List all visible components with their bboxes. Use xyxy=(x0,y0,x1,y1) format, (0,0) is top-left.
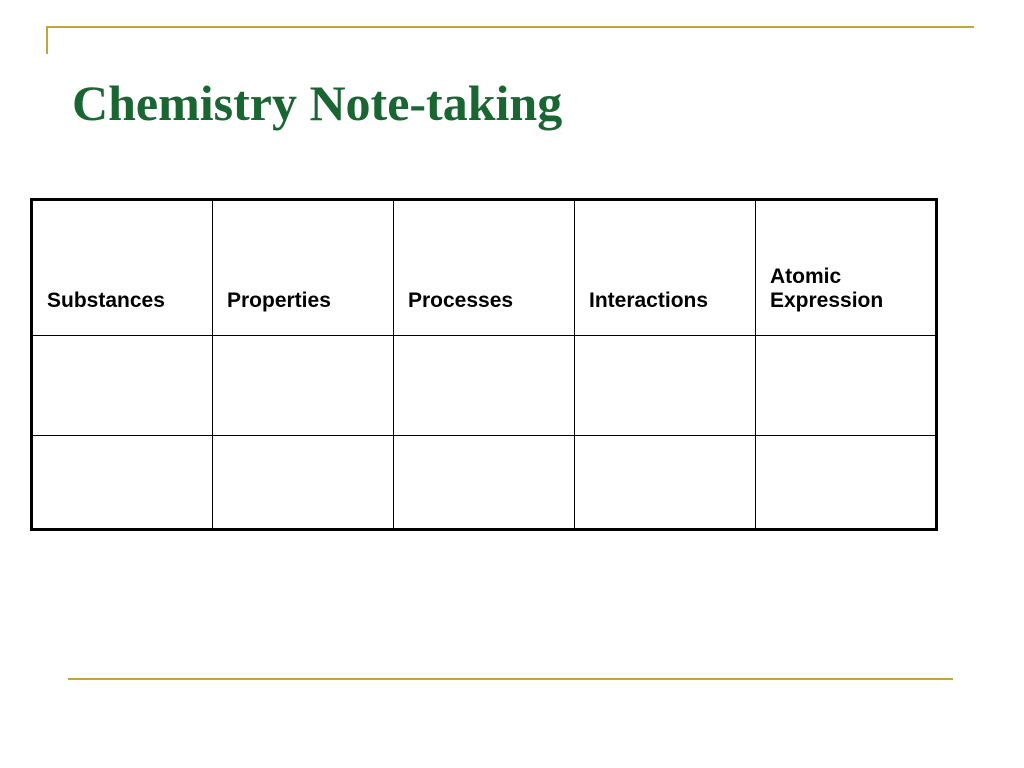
col-header-atomic-expression: Atomic Expression xyxy=(756,200,937,336)
accent-top-corner xyxy=(46,26,974,54)
table-cell xyxy=(213,436,394,530)
page-title: Chemistry Note-taking xyxy=(72,74,562,132)
notes-table-wrapper: Substances Properties Processes Interact… xyxy=(30,198,938,531)
table-cell xyxy=(394,436,575,530)
table-cell xyxy=(756,436,937,530)
table-cell xyxy=(575,336,756,436)
table-cell xyxy=(394,336,575,436)
table-cell xyxy=(32,436,213,530)
table-header-row: Substances Properties Processes Interact… xyxy=(32,200,937,336)
col-header-interactions: Interactions xyxy=(575,200,756,336)
accent-bottom-rule xyxy=(68,678,953,680)
table-cell xyxy=(32,336,213,436)
table-cell xyxy=(756,336,937,436)
table-row xyxy=(32,336,937,436)
col-header-properties: Properties xyxy=(213,200,394,336)
col-header-substances: Substances xyxy=(32,200,213,336)
table-cell xyxy=(213,336,394,436)
table-row xyxy=(32,436,937,530)
col-header-processes: Processes xyxy=(394,200,575,336)
table-cell xyxy=(575,436,756,530)
notes-table: Substances Properties Processes Interact… xyxy=(30,198,938,531)
